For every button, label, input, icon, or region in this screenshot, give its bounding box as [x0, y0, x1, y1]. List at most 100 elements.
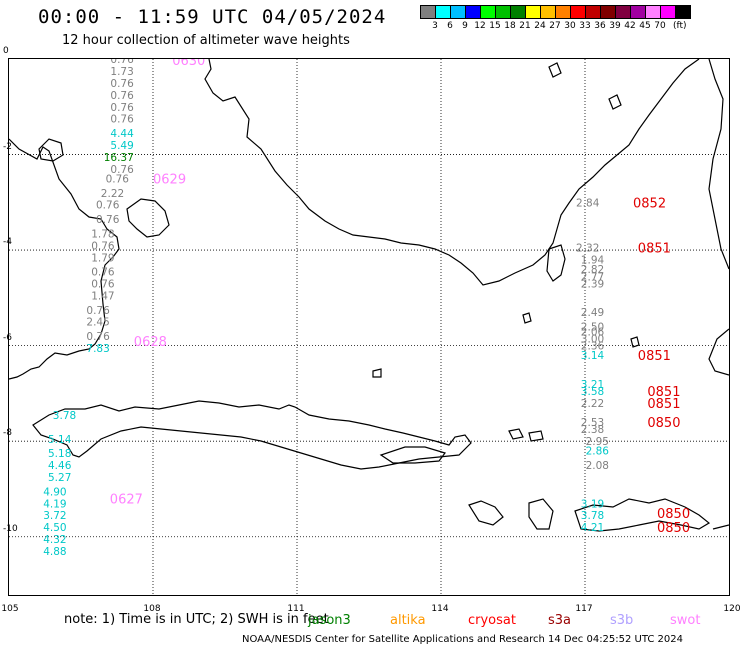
- wave-height-value: 2.49: [581, 307, 604, 319]
- legend-label: 21: [519, 21, 531, 31]
- legend-label: 27: [549, 21, 561, 31]
- color-legend: 3 6 9 12 15 18 21 24 27 30 33 36 39 42 45 70 (ft): [420, 5, 691, 33]
- coastline-laut-island: [546, 244, 566, 282]
- note-text: note: 1) Time is in UTC; 2) SWH is in fe…: [64, 612, 329, 627]
- wave-height-value: 16.37: [104, 152, 134, 164]
- legend-label: 45: [639, 21, 651, 31]
- legend-swatch: [615, 5, 631, 19]
- coastline-madura: [379, 446, 446, 464]
- map-canvas: 0.761.730.760.760.760.764.445.4916.370.7…: [8, 54, 730, 595]
- y-tick-label: -4: [3, 237, 12, 248]
- wave-height-value: 3.19: [581, 498, 604, 510]
- wave-height-value: 0.76: [110, 78, 134, 90]
- legend-swatch: [435, 5, 451, 19]
- lat-lon-grid: [9, 59, 729, 595]
- legend-swatch: [600, 5, 616, 19]
- wave-height-value: 5.18: [48, 448, 71, 460]
- x-tick-label: 111: [287, 604, 305, 614]
- wave-height-value: 0.76: [86, 331, 110, 343]
- wave-height-value: 2.84: [576, 197, 600, 209]
- satellite-s3a: s3a: [548, 613, 572, 628]
- wave-height-value: 5.49: [110, 140, 133, 152]
- page-title: 00:00 - 11:59 UTC 04/05/2024: [38, 6, 387, 28]
- wave-height-value: 2.50: [581, 322, 604, 334]
- wave-height-value: 4.46: [48, 460, 72, 472]
- legend-label: 39: [609, 21, 621, 31]
- legend-swatch: [465, 5, 481, 19]
- wave-height-value: 2.38: [581, 424, 604, 436]
- coastline-islet-5: [528, 430, 544, 442]
- coastline-java: [32, 400, 472, 470]
- legend-label: 30: [564, 21, 576, 31]
- coastline-lombok: [528, 498, 554, 530]
- wave-height-value: 1.94: [581, 255, 605, 267]
- pass-time-label: 0629: [153, 172, 186, 187]
- legend-swatch: [510, 5, 526, 19]
- wave-height-value: 0.76: [110, 102, 134, 114]
- wave-height-value: 4.21: [581, 522, 604, 534]
- legend-unit: (ft): [673, 21, 687, 31]
- legend-swatch: [630, 5, 646, 19]
- satellite-jason3: jason3: [308, 613, 351, 628]
- legend-swatch: [570, 5, 586, 19]
- legend-label: 18: [504, 21, 516, 31]
- legend-swatch: [480, 5, 496, 19]
- legend-label: 9: [462, 21, 468, 31]
- y-tick-label: -6: [3, 332, 12, 343]
- legend-swatches: [420, 5, 691, 19]
- wave-height-value: 7.83: [86, 343, 109, 355]
- coastline-islet-2: [522, 312, 532, 324]
- pass-time-label: 0851: [647, 397, 680, 412]
- wave-height-value: 2.82: [581, 264, 604, 276]
- wave-height-value: 2.32: [576, 243, 599, 255]
- legend-swatch: [645, 5, 661, 19]
- legend-swatch: [450, 5, 466, 19]
- wave-height-value: 3.58: [581, 386, 604, 398]
- wave-height-value: 5.27: [48, 472, 71, 484]
- map-frame: 0.76 1.73 0.76 0.76 0.76 0.76 4.44 5.49 16.37 0.7…: [8, 54, 730, 596]
- legend-label: 6: [447, 21, 453, 31]
- wave-height-value: 4.44: [110, 128, 134, 140]
- legend-label: 70: [654, 21, 666, 31]
- wave-height-value: 2.95: [586, 436, 609, 448]
- x-tick-label: 108: [143, 604, 161, 614]
- wave-height-value: 2.45: [86, 317, 109, 329]
- legend-swatch: [555, 5, 571, 19]
- wave-height-value: 2.39: [581, 279, 604, 291]
- wave-height-value: 0.76: [106, 173, 130, 185]
- wave-height-value: 3.78: [581, 510, 604, 522]
- wave-height-value: 3.21: [581, 379, 604, 391]
- pass-time-label: 0851: [638, 242, 671, 257]
- wave-height-value: 0.76: [110, 164, 134, 176]
- wave-height-value: 0.76: [96, 214, 120, 226]
- wave-height-value: 0.76: [91, 267, 115, 279]
- coastline-islet-3: [630, 336, 640, 348]
- coastline-islet-1: [372, 368, 382, 378]
- wave-height-value: 1.73: [110, 66, 133, 78]
- coastlines: [8, 58, 730, 532]
- legend-label: 3: [432, 21, 438, 31]
- coastline-bangka: [126, 198, 170, 238]
- pass-time-label: 0850: [657, 521, 690, 536]
- wave-height-value: 2.53: [581, 417, 604, 429]
- wave-height-value: 2.86: [586, 446, 610, 458]
- pass-time-label: 0851: [647, 385, 680, 400]
- legend-label: 42: [624, 21, 636, 31]
- x-tick-label: 114: [431, 604, 449, 614]
- wave-height-value: 2.08: [586, 460, 609, 472]
- pass-time-label: 0627: [110, 493, 143, 508]
- wave-height-value: 0.76: [110, 114, 134, 126]
- wave-height-value: 1.78: [91, 228, 114, 240]
- wave-height-value: 0.76: [91, 279, 115, 291]
- wave-height-value: 4.19: [43, 498, 66, 510]
- wave-height-value: 3.78: [53, 410, 76, 422]
- coastline-sumatra: [8, 138, 120, 380]
- wave-height-value: 0.76: [86, 305, 110, 317]
- page-subtitle: 12 hour collection of altimeter wave hei…: [62, 33, 350, 48]
- wave-height-value: 2.22: [101, 188, 124, 200]
- credit-text: NOAA/NESDIS Center for Satellite Applica…: [242, 634, 684, 645]
- pass-time-label: 0852: [633, 196, 666, 211]
- wave-height-value: 3.14: [581, 350, 605, 362]
- wave-height-value: 1.47: [91, 290, 114, 302]
